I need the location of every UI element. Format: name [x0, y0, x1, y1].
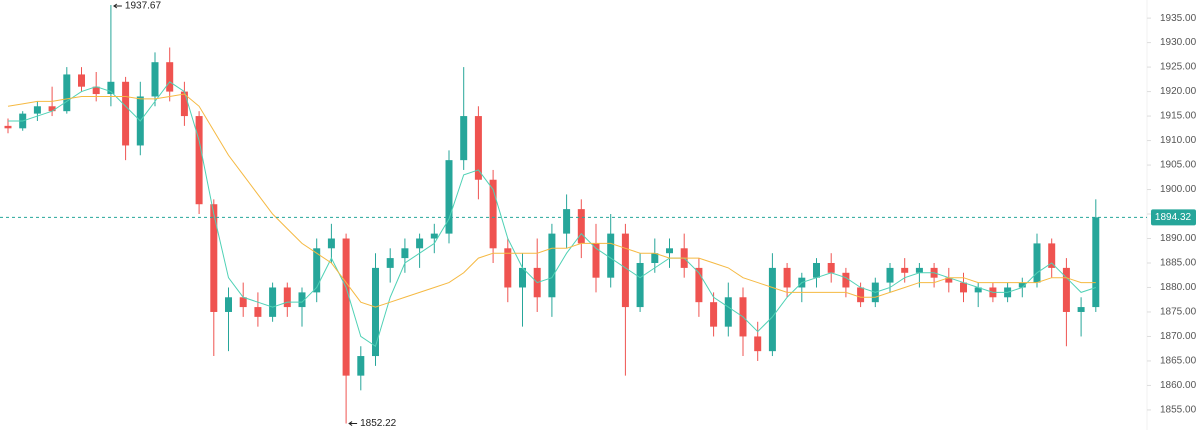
y-tick-label: 1915.00	[1160, 111, 1197, 122]
y-tick-label: 1920.00	[1160, 86, 1197, 97]
candle-body	[636, 262, 644, 308]
candle-body	[122, 81, 130, 146]
candle-body	[857, 287, 865, 303]
candle-body	[974, 287, 982, 293]
candle-body	[401, 248, 409, 259]
y-tick-label: 1935.00	[1160, 13, 1197, 24]
candle-body	[1033, 243, 1041, 283]
candle-body	[33, 106, 41, 114]
y-tick-label: 1855.00	[1160, 405, 1197, 416]
candle-body	[651, 253, 659, 263]
candle-body	[724, 297, 732, 327]
y-tick-label: 1930.00	[1160, 37, 1197, 48]
candle-body	[754, 336, 762, 352]
candle-body	[225, 297, 232, 312]
candle-body	[254, 307, 262, 317]
candle-body	[519, 267, 526, 288]
y-tick-label: 1925.00	[1160, 62, 1197, 73]
candle-body	[1062, 267, 1070, 312]
candle-body	[4, 125, 12, 129]
candle-body	[945, 277, 953, 283]
candle-body	[180, 91, 188, 117]
candle-body	[327, 238, 335, 249]
candle-body	[78, 74, 85, 87]
extreme-label: 1937.67	[125, 1, 162, 12]
candle-body	[548, 233, 556, 298]
candle-body	[607, 233, 615, 278]
candle-body	[416, 238, 424, 249]
candle-body	[195, 116, 203, 205]
extreme-arrow	[112, 3, 122, 9]
candle-body	[386, 258, 394, 268]
moving-average	[8, 81, 1096, 348]
candle-body	[842, 272, 850, 288]
candle-body	[210, 204, 218, 312]
candle-body	[886, 267, 894, 283]
candle-body	[372, 267, 379, 357]
candle-body	[283, 287, 291, 308]
last-price-label: 1894.32	[1155, 212, 1192, 223]
y-tick-label: 1860.00	[1160, 380, 1197, 391]
candle-body	[504, 248, 512, 288]
candle-body	[577, 209, 585, 244]
candle-body	[710, 302, 718, 327]
candle-body	[151, 62, 159, 97]
moving-average	[7, 93, 1096, 308]
candle-body	[474, 116, 482, 180]
y-tick-label: 1875.00	[1160, 307, 1197, 318]
candle-body	[901, 267, 909, 273]
extreme-label: 1852.22	[360, 418, 397, 429]
candle-body	[960, 282, 967, 293]
y-tick-label: 1880.00	[1160, 282, 1197, 293]
candle-body	[1092, 217, 1100, 308]
y-tick-label: 1900.00	[1160, 184, 1197, 195]
y-tick-label: 1890.00	[1160, 233, 1197, 244]
candle-body	[63, 74, 71, 112]
y-tick-label: 1885.00	[1160, 258, 1197, 269]
candle-body	[813, 262, 820, 278]
candle-body	[445, 160, 453, 234]
candle-body	[695, 267, 703, 303]
candle-body	[357, 356, 365, 376]
candle-body	[489, 179, 497, 249]
candle-body	[430, 233, 438, 239]
extreme-arrow	[348, 421, 358, 426]
candle-body	[827, 262, 835, 273]
candle-body	[1018, 282, 1026, 288]
candle-body	[298, 292, 306, 308]
candle-body	[342, 238, 350, 376]
candle-body	[783, 267, 791, 288]
y-tick-label: 1870.00	[1160, 331, 1197, 342]
candle-body	[107, 81, 115, 95]
candle-body	[563, 209, 571, 234]
y-tick-label: 1905.00	[1160, 160, 1197, 171]
candle-body	[269, 287, 277, 317]
candle-body	[313, 248, 321, 293]
y-tick-label: 1865.00	[1160, 356, 1197, 367]
candle-body	[915, 267, 923, 273]
candle-body	[166, 62, 174, 92]
last-price-box	[1151, 209, 1196, 226]
candle-body	[768, 267, 776, 352]
y-tick-label: 1910.00	[1160, 135, 1197, 146]
candle-body	[92, 86, 100, 95]
candle-body	[592, 243, 600, 278]
candle-body	[621, 233, 629, 308]
candle-body	[239, 297, 247, 308]
candle-body	[1077, 307, 1085, 312]
candle-body	[1048, 243, 1056, 268]
candle-body	[48, 106, 56, 112]
candle-body	[666, 248, 673, 254]
candle-body	[460, 116, 468, 161]
